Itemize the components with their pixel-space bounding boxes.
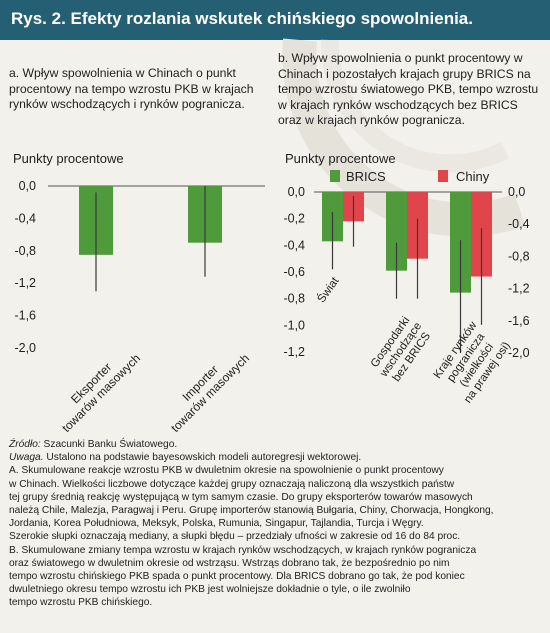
note-line: dwuletniego okresu tempo wzrostu ich PKB… [9,584,411,596]
chart-b-ytick-right: -0,4 [508,217,530,231]
chart-b-ytick-right: -1,2 [508,282,530,296]
notes-block: Źródło: Szacunki Banku Światowego. Uwaga… [9,438,541,610]
note-line: oraz światowego w dwuletnim okresie od w… [9,557,450,569]
note-line: A. Skumulowane reakcje wzrostu PKB w dwu… [9,465,444,477]
legend-swatch-chiny [438,170,448,182]
notes-lines: A. Skumulowane reakcje wzrostu PKB w dwu… [9,464,541,609]
chart-b-ytick-right: 0,0 [508,185,525,199]
chart-a-ytick: -1,6 [14,309,36,323]
chart-b-ytick-left: -0,8 [283,292,305,306]
chart-b-ytick-left: -1,2 [283,345,305,359]
note-line: w Chinach. Wielkości liczbowe dotyczące … [9,478,455,490]
note-line: Jordania, Korea Południowa, Meksyk, Pols… [9,518,424,530]
chart-b-xtick: Świat [315,274,342,305]
source-label: Źródło: [9,439,41,450]
chart-a-ytick: -1,2 [14,276,36,290]
caveat-label: Uwaga. [9,452,44,464]
chart-b-xtick: Kraje rynkówpogranicza(wielkościna prawe… [430,317,513,405]
chart-a-ytick: -2,0 [14,341,36,355]
chart-b-ytick-left: -0,4 [283,238,305,252]
note-line: należą Chile, Malezja, Paragwaj i Peru. … [9,505,494,517]
caveat-text: Ustalono na podstawie bayesowskich model… [43,452,362,464]
chart-b-xtick: Gospodarkiwschodzącebez BRICS [367,313,435,387]
chart-b-ytick-left: -1,0 [283,318,305,332]
note-line: tempo wzrostu chińskiego PKB spada o pun… [9,571,465,583]
chart-a-ylabel: Punkty procentowe [13,151,124,166]
chart-b-ylabel: Punkty procentowe [285,151,396,166]
note-line: tej grupy średnią reakcję występującą w … [9,491,473,503]
panel-a-title: a. Wpływ spowolnienia w Chinach o punkt … [9,66,254,111]
chart-a-xtick: Eksportertowarów masowych [49,341,143,435]
chart-b-bar-brics [386,192,407,271]
chart-a-ytick: -0,8 [14,244,36,258]
chart-b-ytick-right: -0,8 [508,249,530,263]
chart-a-xtick: Importertowarów masowych [158,341,252,435]
figure-header: Rys. 2. Efekty rozlania wskutek chińskie… [0,0,550,40]
legend-label-brics: BRICS [346,169,386,184]
legend-swatch-brics [330,170,340,182]
source-text: Szacunki Banku Światowego. [40,439,178,450]
note-line: B. Skumulowane zmiany tempa wzrostu w kr… [9,544,477,556]
chart-b-ytick-left: 0,0 [288,185,305,199]
chart-b-ytick-right: -2,0 [508,346,530,360]
chart-b-ytick-left: -0,6 [283,265,305,279]
panel-b-title: b. Wpływ spowolnienia o punkt procentowy… [278,51,539,127]
note-line: tempo wzrostu PKB chińskiego. [9,597,153,609]
chart-a-ytick: 0,0 [19,179,36,193]
chart-b-ytick-right: -1,6 [508,314,530,328]
chart-b-ytick-left: -0,2 [283,212,305,226]
note-line: Szerokie słupki oznaczają mediany, a słu… [9,531,461,543]
chart-a-ytick: -0,4 [14,211,36,225]
legend-label-chiny: Chiny [456,169,490,184]
figure-title: Rys. 2. Efekty rozlania wskutek chińskie… [11,9,473,28]
